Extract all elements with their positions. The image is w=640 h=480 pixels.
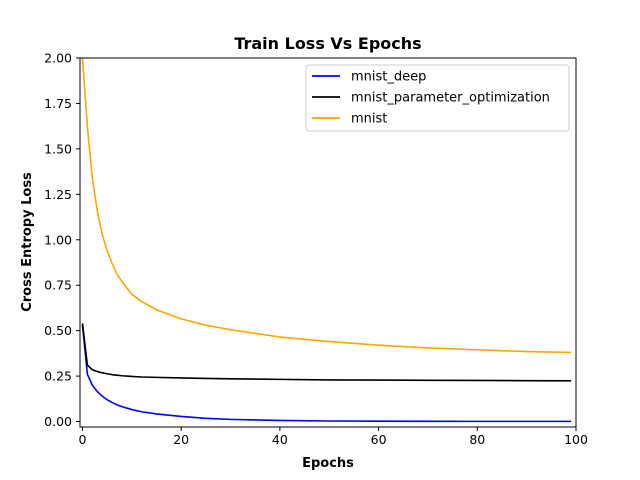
x-tick-label: 20 (173, 432, 189, 447)
legend: mnist_deep mnist_parameter_optimizationmn… (305, 64, 570, 132)
series-line-mnist-deep (81, 325, 572, 423)
y-tick-label: 0.50 (44, 323, 72, 338)
y-tick-label: 1.75 (44, 96, 72, 111)
x-tick-label: 100 (564, 432, 588, 447)
series-layer (81, 57, 572, 423)
y-tick-label: 0.25 (44, 369, 72, 384)
plot-area-frame (79, 57, 577, 428)
series-line-mnist (81, 57, 572, 354)
x-tick-label: 80 (469, 432, 485, 447)
y-axis-label: Cross Entropy Loss (20, 172, 35, 312)
legend-label-mnist-parameter-optimization: mnist_parameter_optimization (351, 91, 550, 106)
y-tick-label: 0.00 (44, 414, 72, 429)
y-tick-label: 0.75 (44, 278, 72, 293)
legend-label-mnist: mnist (351, 112, 387, 127)
y-tick-label: 2.00 (44, 51, 72, 66)
legend-label-mnist-deep: mnist_deep (351, 70, 426, 85)
y-axis: 0.00 0.25 0.50 0.75 1.00 1.25 1.50 1.75 2.00 (44, 51, 80, 429)
chart-title: Train Loss Vs Epochs (234, 34, 421, 53)
legend-box (305, 64, 570, 132)
series-line-mnist-parameter-optimization (81, 323, 572, 382)
y-tick-label: 1.50 (44, 141, 72, 156)
y-tick-label: 1.25 (44, 187, 72, 202)
x-axis-label: Epochs (302, 456, 354, 471)
x-tick-label: 40 (272, 432, 288, 447)
x-tick-label: 60 (371, 432, 387, 447)
y-tick-label: 1.00 (44, 232, 72, 247)
x-tick-label: 0 (78, 432, 86, 447)
x-axis: 0 20 40 60 80 100 (78, 427, 588, 447)
